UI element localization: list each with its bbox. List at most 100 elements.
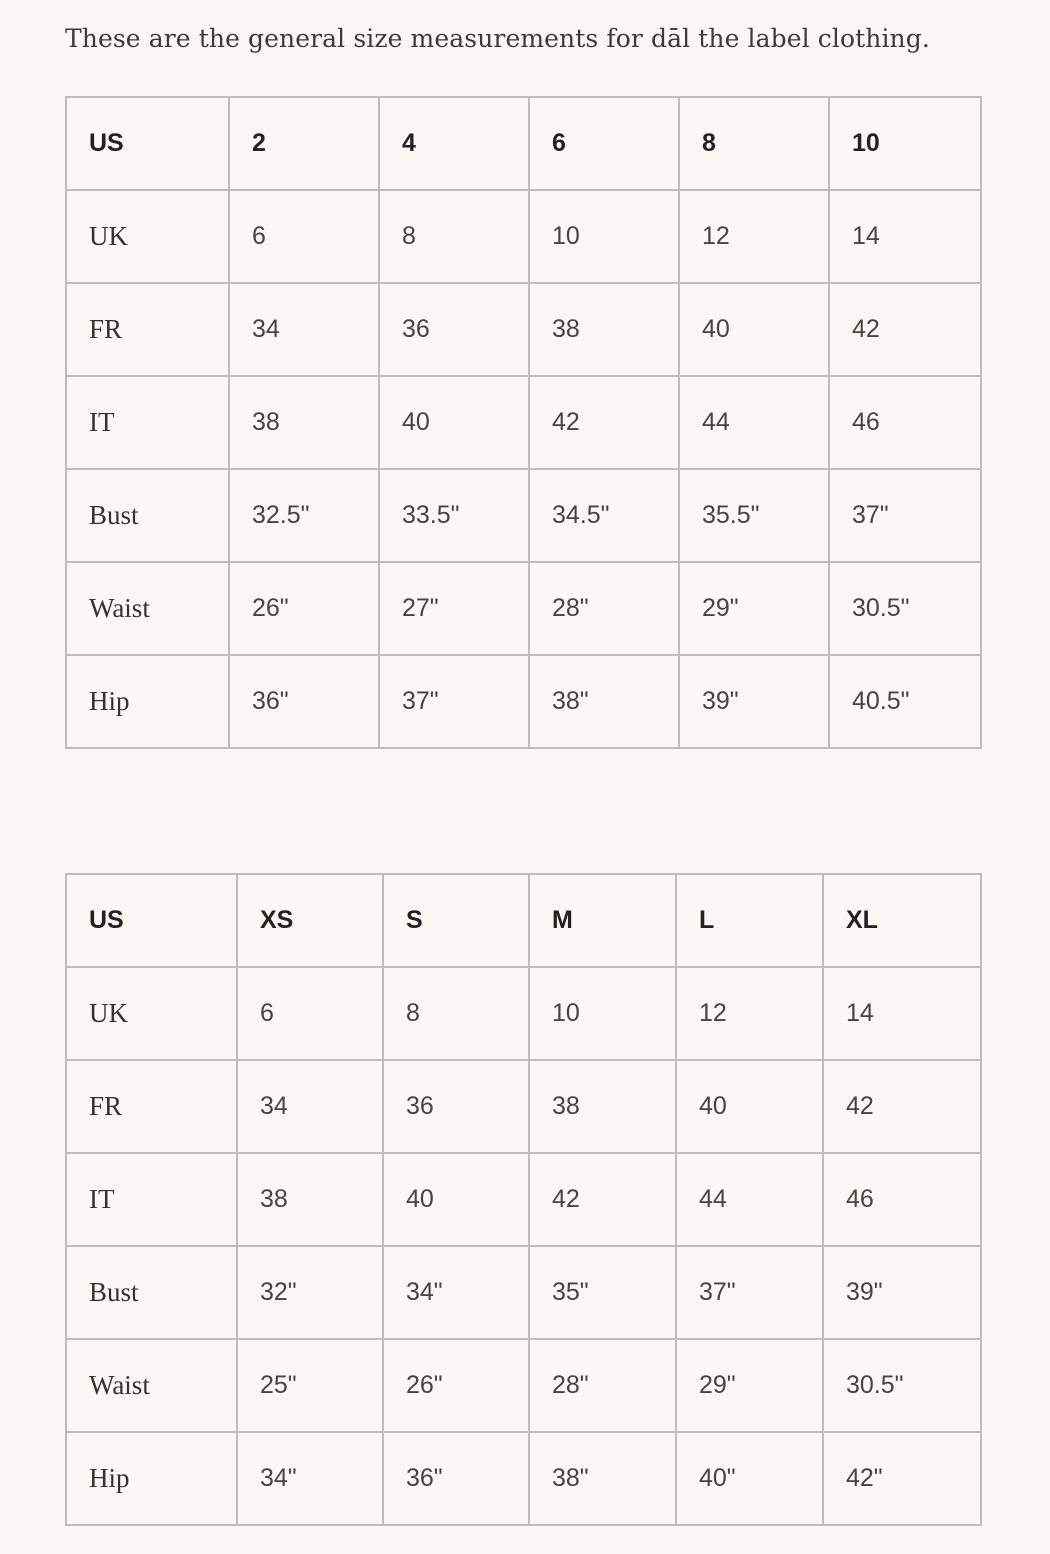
table-header-row: US XS S M L XL <box>65 873 982 968</box>
size-value-cell: 26" <box>228 561 380 656</box>
row-label-cell: FR <box>65 282 230 377</box>
size-value-cell: M <box>528 873 677 968</box>
size-value-cell: 37" <box>378 654 530 749</box>
size-value-cell: 34" <box>382 1245 530 1340</box>
size-value-cell: 34 <box>236 1059 384 1154</box>
size-value-cell: 12 <box>678 189 830 284</box>
size-value-cell: 42 <box>528 375 680 470</box>
row-label-cell: Bust <box>65 468 230 563</box>
size-value-cell: 10 <box>528 966 677 1061</box>
size-value-cell: 42 <box>828 282 982 377</box>
intro-text: These are the general size measurements … <box>65 24 930 53</box>
table-row: UK 6 8 10 12 14 <box>65 966 982 1061</box>
size-value-cell: 29" <box>675 1338 824 1433</box>
size-value-cell: 29" <box>678 561 830 656</box>
row-label-cell: US <box>65 873 238 968</box>
size-value-cell: 6 <box>528 96 680 191</box>
size-value-cell: 46 <box>822 1152 982 1247</box>
size-value-cell: 37" <box>675 1245 824 1340</box>
size-value-cell: 10 <box>828 96 982 191</box>
size-value-cell: 36" <box>228 654 380 749</box>
size-value-cell: 27" <box>378 561 530 656</box>
size-value-cell: 6 <box>228 189 380 284</box>
table-row: FR 34 36 38 40 42 <box>65 282 982 377</box>
size-value-cell: 40" <box>675 1431 824 1526</box>
numeric-size-chart-table: US 2 4 6 8 10 UK 6 8 10 12 14 FR 34 36 38 40 42 IT 38 40 42 44… <box>65 96 982 749</box>
size-value-cell: 37" <box>828 468 982 563</box>
table-row: Waist 25" 26" 28" 29" 30.5" <box>65 1338 982 1433</box>
size-value-cell: 8 <box>382 966 530 1061</box>
size-value-cell: 32" <box>236 1245 384 1340</box>
table-row: Hip 34" 36" 38" 40" 42" <box>65 1431 982 1526</box>
size-value-cell: 42 <box>822 1059 982 1154</box>
size-value-cell: 35.5" <box>678 468 830 563</box>
size-value-cell: 32.5" <box>228 468 380 563</box>
size-value-cell: 30.5" <box>822 1338 982 1433</box>
size-value-cell: 38 <box>228 375 380 470</box>
size-value-cell: S <box>382 873 530 968</box>
size-value-cell: XS <box>236 873 384 968</box>
row-label-cell: UK <box>65 966 238 1061</box>
size-value-cell: 39" <box>822 1245 982 1340</box>
row-label-cell: IT <box>65 375 230 470</box>
size-value-cell: 34.5" <box>528 468 680 563</box>
size-value-cell: 33.5" <box>378 468 530 563</box>
size-value-cell: 2 <box>228 96 380 191</box>
table-row: Hip 36" 37" 38" 39" 40.5" <box>65 654 982 749</box>
row-label-cell: US <box>65 96 230 191</box>
size-value-cell: 6 <box>236 966 384 1061</box>
row-label-cell: Waist <box>65 1338 238 1433</box>
size-value-cell: 38 <box>528 282 680 377</box>
row-label-cell: Waist <box>65 561 230 656</box>
size-value-cell: 36" <box>382 1431 530 1526</box>
size-value-cell: 12 <box>675 966 824 1061</box>
size-value-cell: 8 <box>678 96 830 191</box>
row-label-cell: IT <box>65 1152 238 1247</box>
row-label-cell: Bust <box>65 1245 238 1340</box>
size-value-cell: 34" <box>236 1431 384 1526</box>
size-value-cell: 36 <box>382 1059 530 1154</box>
table-row: IT 38 40 42 44 46 <box>65 1152 982 1247</box>
size-value-cell: 36 <box>378 282 530 377</box>
size-value-cell: 44 <box>675 1152 824 1247</box>
size-value-cell: 42 <box>528 1152 677 1247</box>
letter-size-chart-table: US XS S M L XL UK 6 8 10 12 14 FR 34 36 38 40 42 IT 38 40 42 4… <box>65 873 982 1526</box>
table-row: UK 6 8 10 12 14 <box>65 189 982 284</box>
size-value-cell: XL <box>822 873 982 968</box>
row-label-cell: UK <box>65 189 230 284</box>
size-value-cell: 14 <box>822 966 982 1061</box>
size-value-cell: 30.5" <box>828 561 982 656</box>
table-header-row: US 2 4 6 8 10 <box>65 96 982 191</box>
size-value-cell: 40 <box>678 282 830 377</box>
row-label-cell: Hip <box>65 1431 238 1526</box>
size-value-cell: 39" <box>678 654 830 749</box>
size-value-cell: 38 <box>528 1059 677 1154</box>
size-value-cell: 4 <box>378 96 530 191</box>
size-value-cell: L <box>675 873 824 968</box>
size-value-cell: 40 <box>675 1059 824 1154</box>
size-value-cell: 26" <box>382 1338 530 1433</box>
size-value-cell: 38 <box>236 1152 384 1247</box>
size-value-cell: 28" <box>528 561 680 656</box>
size-value-cell: 44 <box>678 375 830 470</box>
table-row: Bust 32" 34" 35" 37" 39" <box>65 1245 982 1340</box>
size-value-cell: 46 <box>828 375 982 470</box>
size-value-cell: 40 <box>382 1152 530 1247</box>
size-value-cell: 40 <box>378 375 530 470</box>
size-value-cell: 40.5" <box>828 654 982 749</box>
size-value-cell: 38" <box>528 1431 677 1526</box>
size-value-cell: 25" <box>236 1338 384 1433</box>
size-value-cell: 34 <box>228 282 380 377</box>
size-value-cell: 8 <box>378 189 530 284</box>
table-row: IT 38 40 42 44 46 <box>65 375 982 470</box>
size-value-cell: 42" <box>822 1431 982 1526</box>
size-value-cell: 35" <box>528 1245 677 1340</box>
size-value-cell: 14 <box>828 189 982 284</box>
row-label-cell: Hip <box>65 654 230 749</box>
size-value-cell: 28" <box>528 1338 677 1433</box>
table-row: FR 34 36 38 40 42 <box>65 1059 982 1154</box>
row-label-cell: FR <box>65 1059 238 1154</box>
size-value-cell: 38" <box>528 654 680 749</box>
size-value-cell: 10 <box>528 189 680 284</box>
table-row: Bust 32.5" 33.5" 34.5" 35.5" 37" <box>65 468 982 563</box>
